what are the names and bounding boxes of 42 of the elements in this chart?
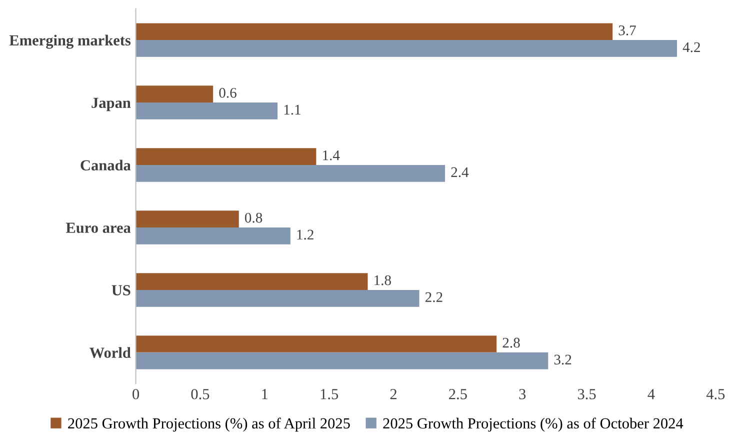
data-label: 3.2 (554, 354, 572, 365)
bar (136, 227, 290, 244)
x-tick-label: 3.5 (578, 389, 596, 400)
data-label: 1.2 (297, 230, 314, 240)
bar (136, 86, 214, 103)
x-tick-label: 1 (262, 389, 268, 400)
data-label: 2.4 (451, 167, 469, 178)
data-label: 2.8 (502, 338, 520, 348)
y-tick-label: US (112, 285, 130, 296)
bar (136, 336, 497, 352)
bar (136, 102, 278, 120)
bar (136, 148, 316, 166)
data-label: 0.8 (244, 212, 262, 223)
bar (136, 40, 677, 57)
data-label: 0.6 (219, 88, 236, 98)
x-tick-label: 2.5 (449, 389, 467, 400)
y-tick-label: World (90, 347, 131, 358)
x-tick-label: 4.5 (706, 389, 725, 400)
y-tick-label: Euro area (66, 222, 131, 233)
x-tick-label: 0.5 (191, 388, 210, 400)
y-tick-label: Japan (92, 98, 131, 112)
x-tick-label: 4 (648, 389, 655, 400)
bar (136, 23, 613, 40)
data-label: 1.8 (374, 275, 391, 286)
y-tick-label: Emerging markets (9, 34, 131, 49)
legend-label: 2025 Growth Projections (%) as of October 2024 (383, 418, 684, 432)
bar (136, 352, 548, 370)
bar (136, 210, 239, 228)
x-tick-label: 0 (132, 388, 140, 400)
data-label: 1.1 (284, 104, 300, 115)
x-tick-label: 2 (390, 389, 396, 400)
bar (136, 165, 446, 182)
data-label: 1.4 (323, 150, 340, 160)
y-tick-label: Canada (80, 160, 131, 170)
data-label: 4.2 (682, 42, 700, 52)
data-label: 2.2 (425, 292, 442, 302)
bar (136, 273, 368, 290)
data-label: 3.7 (618, 25, 636, 36)
bar (136, 290, 420, 307)
legend-label: 2025 Growth Projections (%) as of April 2025 (68, 418, 350, 432)
x-tick-label: 1.5 (320, 389, 338, 400)
x-tick-label: 3 (519, 389, 526, 400)
